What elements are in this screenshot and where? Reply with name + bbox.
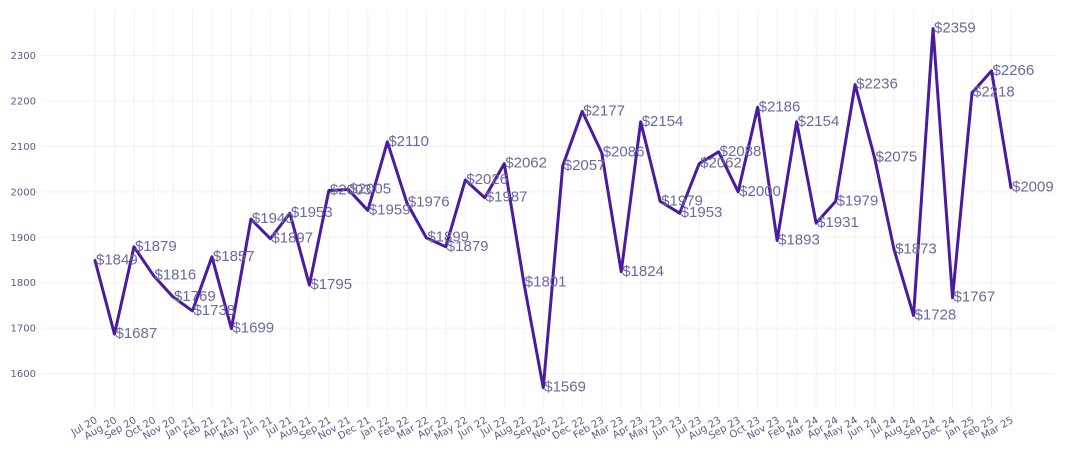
data-label: $1857 xyxy=(213,248,255,265)
y-tick-label: 1900 xyxy=(11,233,36,244)
data-label: $2003 xyxy=(330,181,372,198)
data-label: $1940 xyxy=(252,210,294,227)
data-label: $1931 xyxy=(817,214,859,231)
data-label: $1824 xyxy=(622,263,664,280)
y-tick-label: 1700 xyxy=(11,324,36,335)
data-label: $2177 xyxy=(583,102,625,119)
data-label: $2088 xyxy=(720,143,762,160)
y-axis: 1600 1700 1800 1900 2000 2100 2200 2300 xyxy=(11,51,36,380)
data-label: $2005 xyxy=(349,181,391,198)
data-label: $1767 xyxy=(954,289,996,306)
data-label: $1953 xyxy=(681,204,723,221)
y-tick-label: 2000 xyxy=(11,187,36,198)
y-tick-label: 2100 xyxy=(11,142,36,153)
data-label: $1959 xyxy=(369,201,411,218)
data-label: $1899 xyxy=(427,229,469,246)
data-label: $1728 xyxy=(915,306,957,323)
data-label: $1769 xyxy=(174,288,216,305)
data-label: $2154 xyxy=(798,113,840,130)
series-line-price xyxy=(93,27,1013,390)
data-label: $1687 xyxy=(115,325,157,342)
data-label: $1801 xyxy=(525,273,567,290)
data-label: $1897 xyxy=(271,230,313,247)
data-label: $2009 xyxy=(1012,179,1054,196)
data-label: $2218 xyxy=(973,84,1015,101)
data-label: $1849 xyxy=(96,251,138,268)
data-label: $1879 xyxy=(135,238,177,255)
data-label: $2086 xyxy=(603,144,645,161)
data-label: $2075 xyxy=(876,149,918,166)
data-label: $1873 xyxy=(895,241,937,258)
data-label: $2026 xyxy=(466,171,508,188)
data-label: $2359 xyxy=(934,20,976,37)
y-tick-label: 2200 xyxy=(11,96,36,107)
data-label: $1976 xyxy=(408,194,450,211)
data-label: $1987 xyxy=(486,189,528,206)
y-tick-label: 1600 xyxy=(11,369,36,380)
data-labels: $1849 $1687 $1879 $1816 $1769$1738 $1857 $1699… xyxy=(96,20,1054,396)
data-label: $2186 xyxy=(759,98,801,115)
data-label: $1795 xyxy=(310,276,352,293)
data-label: $1893 xyxy=(778,231,820,248)
data-label: $2062 xyxy=(700,155,742,172)
data-label: $2110 xyxy=(388,133,429,150)
data-label: $2057 xyxy=(564,157,606,174)
grid xyxy=(42,10,1055,410)
data-label: $1738 xyxy=(193,302,235,319)
data-label: $2000 xyxy=(739,183,781,200)
data-label: $1699 xyxy=(232,320,274,337)
data-label: $2266 xyxy=(993,62,1035,79)
data-label: $2236 xyxy=(856,76,898,93)
data-label: $1816 xyxy=(154,266,196,283)
data-label: $2154 xyxy=(642,113,684,130)
y-tick-label: 2300 xyxy=(11,51,36,62)
data-label: $1979 xyxy=(837,192,879,209)
data-label: $2062 xyxy=(505,155,547,172)
data-label: $1569 xyxy=(544,379,586,396)
data-label: $1879 xyxy=(447,238,489,255)
data-label: $1953 xyxy=(291,204,333,221)
y-tick-label: 1800 xyxy=(11,278,36,289)
data-label: $1979 xyxy=(661,192,703,209)
